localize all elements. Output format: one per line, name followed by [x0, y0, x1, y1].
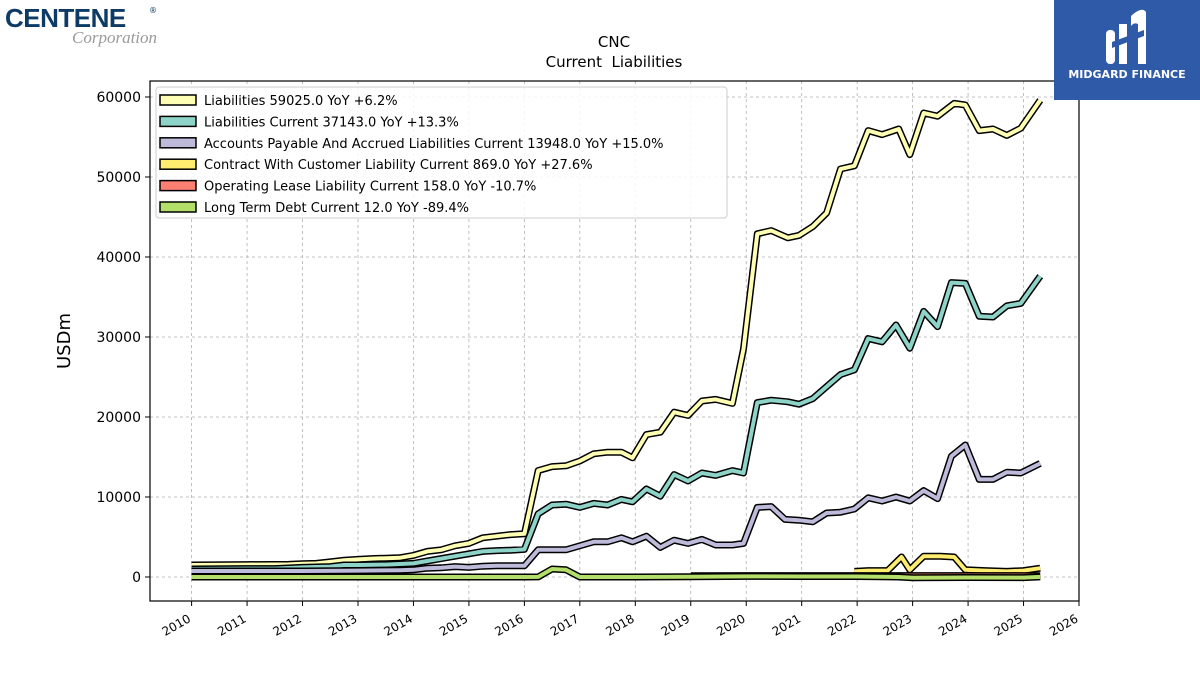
x-tick-label: 2011: [215, 611, 248, 638]
series-line: [191, 99, 1042, 567]
x-tick-label: 2019: [659, 611, 692, 638]
chart-subtitle: Current Liabilities: [546, 53, 683, 71]
legend-label: Liabilities Current 37143.0 YoY +13.3%: [204, 115, 459, 130]
chart-title: CNC: [598, 33, 630, 51]
series-liabilities-current: [191, 274, 1044, 573]
legend-item: Liabilities Current 37143.0 YoY +13.3%: [159, 115, 459, 130]
y-axis-label: USDm: [54, 313, 75, 369]
series-contract-with-customer-liability-current: [854, 552, 1041, 575]
series-lines: [191, 98, 1044, 582]
x-tick-label: 2026: [1047, 611, 1080, 638]
legend: Liabilities 59025.0 YoY +6.2% Liabilities…: [155, 86, 728, 219]
y-tick-label: 10000: [96, 490, 141, 506]
series-liabilities: [191, 98, 1044, 569]
y-tick-label: 20000: [96, 410, 141, 426]
legend-item: Long Term Debt Current 12.0 YoY -89.4%: [159, 201, 469, 216]
x-tick-label: 2013: [326, 611, 359, 638]
legend-box: [155, 86, 728, 219]
legend-swatch: [159, 201, 197, 213]
x-tick-label: 2015: [437, 611, 470, 638]
x-tick-label: 2016: [492, 611, 525, 638]
legend-item: Accounts Payable And Accrued Liabilities…: [159, 137, 664, 152]
x-tick-label: 2025: [992, 611, 1025, 638]
series-long-term-debt-current: [191, 565, 1041, 582]
company-logo-name: CENTENE: [5, 3, 126, 33]
company-logo-subtitle: Corporation: [72, 28, 158, 47]
x-tick-label: 2018: [603, 611, 636, 638]
legend-swatch: [159, 137, 197, 149]
series-line: [191, 443, 1042, 573]
series-accounts-payable-and-accrued-liabilities-current: [191, 441, 1042, 575]
legend-swatch: [159, 115, 197, 128]
brand-badge-label: MIDGARD FINANCE: [1068, 68, 1186, 81]
y-tick-label: 60000: [96, 90, 141, 106]
y-axis: 0 10000 20000 30000 40000 50000 60000: [96, 90, 150, 586]
brand-badge: MIDGARD FINANCE: [1054, 0, 1200, 100]
series-line: [854, 554, 1041, 574]
series-line: [191, 275, 1042, 571]
legend-swatch: [159, 94, 197, 106]
plot-frame: [149, 80, 1080, 602]
x-tick-label: 2022: [825, 611, 858, 638]
legend-label: Liabilities 59025.0 YoY +6.2%: [204, 94, 398, 109]
legend-swatch: [159, 179, 197, 192]
legend-item: Operating Lease Liability Current 158.0 …: [159, 179, 536, 195]
company-logo: CENTENE ® Corporation: [5, 3, 185, 48]
x-tick-label: 2014: [381, 611, 414, 638]
x-tick-label: 2021: [770, 611, 803, 638]
y-tick-label: 40000: [96, 250, 141, 266]
x-tick-label: 2023: [881, 611, 914, 638]
legend-item: Contract With Customer Liability Current…: [159, 158, 593, 173]
x-tick-label: 2017: [548, 611, 581, 638]
brand-logo-icon: [1106, 9, 1146, 64]
y-tick-label: 30000: [96, 330, 141, 346]
x-tick-label: 2020: [714, 611, 747, 638]
legend-item: Liabilities 59025.0 YoY +6.2%: [159, 94, 398, 109]
x-axis: 2010 2011 2012 2013 2014 2015 2016 2017 2018 2019…: [160, 601, 1081, 639]
company-logo-registered-mark: ®: [149, 6, 157, 15]
legend-label: Accounts Payable And Accrued Liabilities…: [204, 137, 664, 152]
legend-label: Long Term Debt Current 12.0 YoY -89.4%: [204, 201, 469, 216]
x-tick-label: 2012: [271, 611, 304, 638]
y-tick-label: 50000: [96, 170, 141, 186]
x-tick-label: 2024: [936, 611, 969, 638]
legend-label: Contract With Customer Liability Current…: [204, 158, 593, 173]
y-tick-label: 0: [132, 570, 141, 586]
legend-swatch: [159, 158, 197, 170]
series-line: [191, 567, 1041, 580]
x-tick-label: 2010: [160, 611, 193, 638]
legend-label: Operating Lease Liability Current 158.0 …: [204, 180, 536, 195]
